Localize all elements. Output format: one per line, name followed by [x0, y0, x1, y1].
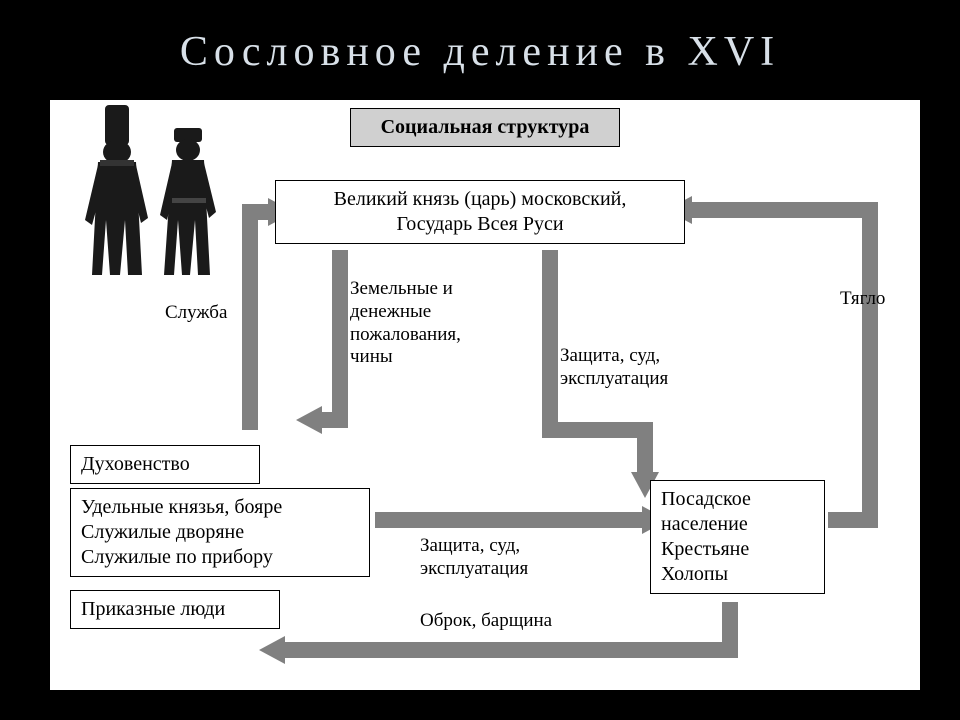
- label-grants: Земельные и денежные пожалования, чины: [350, 278, 461, 369]
- historical-figures-illustration: [70, 100, 240, 300]
- label-dues: Оброк, барщина: [420, 610, 552, 633]
- label-service: Служба: [165, 302, 227, 325]
- box-tsar: Великий князь (царь) московский, Государ…: [275, 180, 685, 244]
- label-protection-top: Защита, суд, эксплуатация: [560, 345, 668, 391]
- box-clerks: Приказные люди: [70, 590, 280, 629]
- box-social-structure-header: Социальная структура: [350, 108, 620, 147]
- box-nobles: Удельные князья, бояре Служилые дворяне …: [70, 488, 370, 577]
- diagram-container: Социальная структура Великий князь (царь…: [50, 100, 920, 690]
- box-clergy: Духовенство: [70, 445, 260, 484]
- label-tax: Тягло: [840, 288, 885, 311]
- box-commoners: Посадское население Крестьяне Холопы: [650, 480, 825, 594]
- label-protection-bottom: Защита, суд, эксплуатация: [420, 535, 528, 581]
- slide-title: Сословное деление в XVI: [0, 0, 960, 76]
